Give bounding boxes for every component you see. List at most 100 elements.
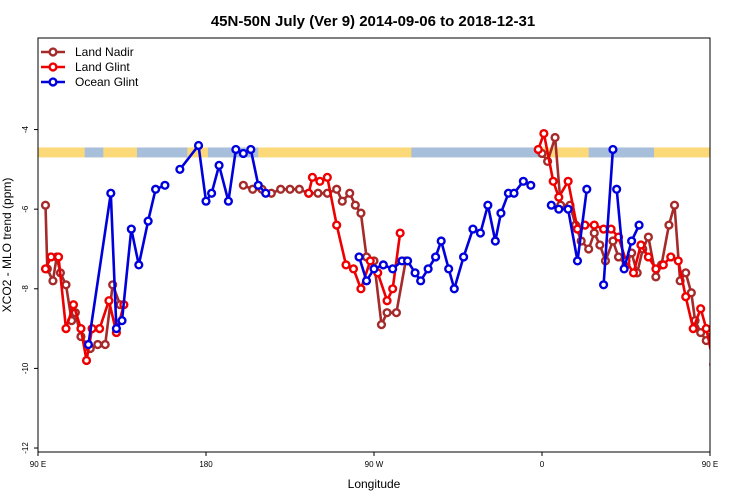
data-point: [673, 256, 683, 266]
data-point: [134, 260, 144, 270]
data-point: [46, 252, 56, 262]
data-point: [723, 341, 730, 348]
y-tick-label: -4: [21, 125, 30, 133]
data-point: [475, 228, 486, 238]
data-point: [40, 264, 51, 274]
data-point: [725, 341, 732, 348]
data-point: [444, 264, 454, 274]
data-point: [740, 329, 747, 336]
x-tick-label: 90 E: [702, 460, 718, 469]
data-point: [356, 284, 366, 294]
data-point: [337, 196, 347, 206]
x-tick-label: 0: [540, 460, 545, 469]
data-point: [365, 256, 375, 266]
data-point: [589, 228, 599, 238]
data-point: [111, 323, 122, 334]
data-point: [94, 323, 105, 334]
land-ocean-strip: [38, 147, 735, 158]
data-point: [382, 296, 392, 306]
data-point: [619, 264, 629, 274]
data-point: [348, 264, 359, 274]
data-point: [636, 240, 646, 250]
data-point: [117, 316, 127, 326]
data-point: [490, 236, 500, 246]
data-point: [725, 325, 732, 332]
data-point: [626, 236, 637, 246]
data-point: [554, 204, 564, 214]
data-point: [361, 276, 372, 286]
legend-label: Ocean Glint: [75, 75, 139, 89]
data-point: [378, 260, 388, 270]
data-point: [643, 252, 654, 262]
series-ocean-glint: [83, 140, 747, 350]
data-point: [307, 172, 318, 182]
data-point: [207, 188, 217, 198]
data-point: [76, 323, 86, 334]
legend-item-land-glint: Land Glint: [41, 60, 130, 74]
data-point: [518, 176, 528, 186]
data-point: [526, 180, 536, 190]
data-point: [733, 190, 740, 197]
data-point: [696, 304, 706, 314]
legend-item-land-nadir: Land Nadir: [41, 45, 134, 59]
data-point: [315, 176, 325, 186]
data-point: [382, 308, 392, 318]
data-point: [651, 272, 661, 282]
data-point: [410, 268, 420, 278]
y-tick-label: -10: [21, 362, 30, 374]
data-point: [201, 196, 211, 206]
y-axis: -4 -6 -8 -10 -12: [21, 125, 38, 454]
data-point: [563, 204, 573, 214]
data-point: [388, 264, 398, 274]
data-point: [238, 180, 248, 190]
data-point: [193, 140, 204, 151]
plot-frame: [37, 37, 711, 453]
data-point: [608, 144, 618, 155]
data-point: [550, 132, 560, 143]
data-point: [612, 184, 622, 194]
data-point: [658, 260, 668, 270]
data-point: [160, 180, 170, 190]
data-point: [554, 192, 564, 202]
data-point: [231, 144, 241, 155]
data-point: [731, 281, 738, 288]
data-point: [496, 208, 506, 218]
data-point: [246, 144, 256, 155]
data-point: [61, 280, 71, 290]
data-point: [718, 325, 725, 332]
data-point: [546, 200, 556, 210]
data-point: [341, 260, 351, 270]
data-point: [261, 188, 271, 198]
data-point: [388, 284, 398, 294]
legend-item-ocean-glint: Ocean Glint: [41, 75, 139, 89]
data-point: [572, 256, 583, 266]
data-point: [459, 252, 469, 262]
x-tick-label: 90 E: [30, 460, 46, 469]
data-point: [468, 224, 478, 234]
x-tick-label: 180: [199, 460, 213, 469]
y-axis-label: XCO2 - MLO trend (ppm): [0, 178, 14, 313]
x-tick-label: 90 W: [365, 460, 384, 469]
data-point: [48, 276, 58, 286]
data-point: [214, 160, 224, 170]
data-point: [548, 176, 558, 186]
data-point: [100, 339, 110, 350]
data-point: [449, 284, 459, 294]
data-point: [53, 252, 64, 262]
legend-marker: [48, 47, 58, 57]
data-point: [628, 268, 639, 278]
legend-label: Land Glint: [75, 60, 130, 74]
data-point: [369, 264, 379, 274]
data-point: [598, 280, 609, 290]
data-point: [563, 176, 573, 186]
data-point: [223, 196, 234, 206]
data-point: [332, 220, 342, 230]
data-point: [126, 224, 136, 234]
data-point: [681, 292, 691, 302]
data-point: [740, 333, 747, 340]
ocean-band: [716, 147, 735, 157]
data-point: [322, 172, 332, 182]
